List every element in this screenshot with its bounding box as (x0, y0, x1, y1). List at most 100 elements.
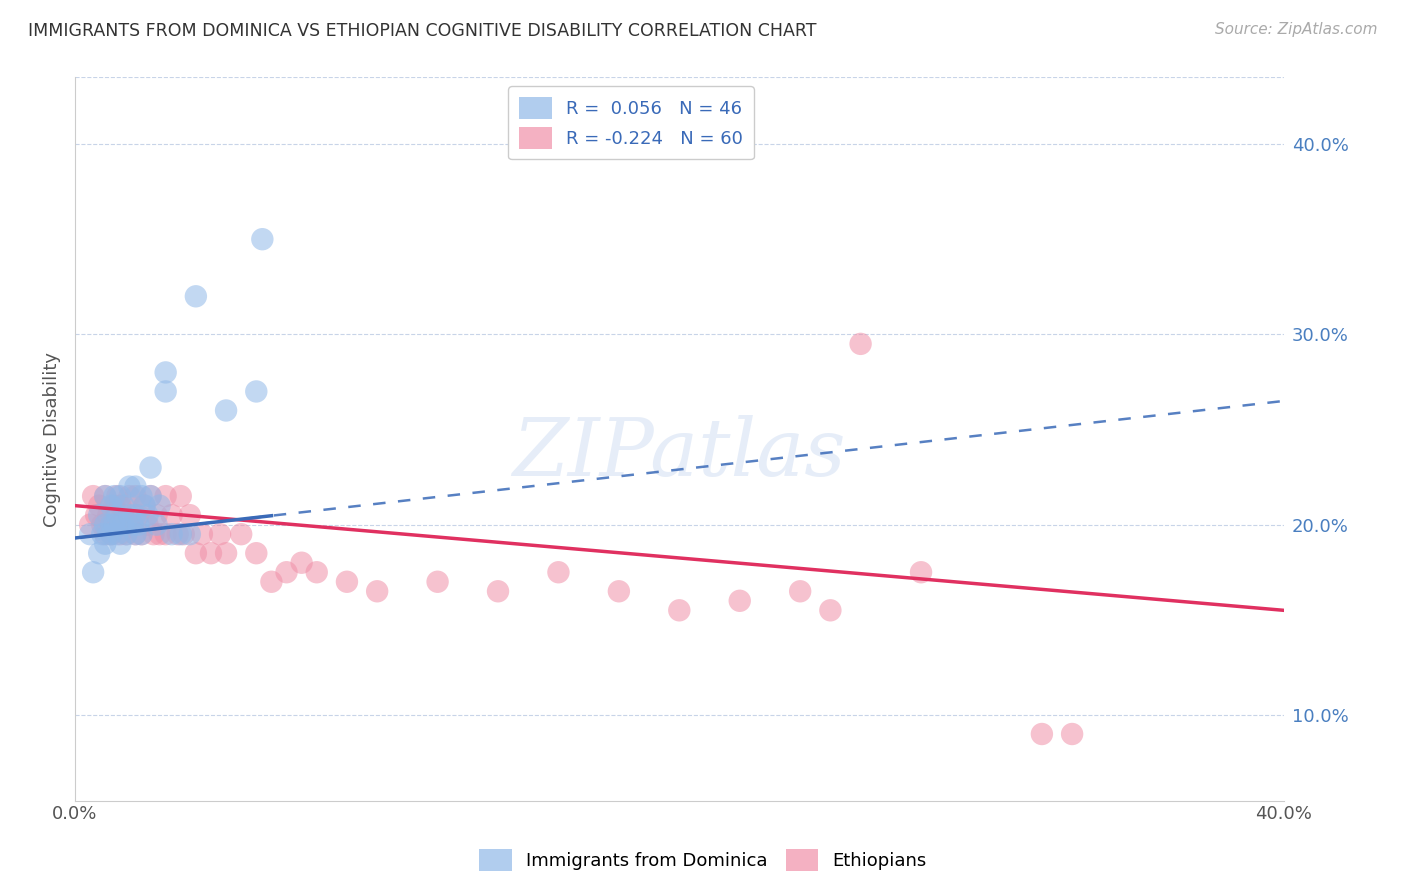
Point (173, 527, 195, 541)
Point (112, 508, 135, 523)
Point (94, 489, 117, 503)
Point (100, 499, 122, 513)
Point (89, 508, 111, 523)
Point (291, 556, 314, 570)
Point (260, 574, 283, 589)
Point (191, 527, 214, 541)
Point (245, 384, 267, 399)
Point (910, 566, 932, 580)
Point (118, 489, 141, 503)
Point (100, 527, 122, 541)
Point (94, 537, 117, 551)
Point (103, 517, 125, 532)
Point (145, 508, 167, 523)
Point (103, 499, 125, 513)
Point (607, 584, 630, 599)
Text: ZIPatlas: ZIPatlas (513, 415, 846, 492)
Point (184, 289, 207, 303)
Point (145, 517, 167, 532)
Point (139, 489, 162, 503)
Point (215, 403, 238, 417)
Point (103, 517, 125, 532)
Point (179, 527, 201, 541)
Point (276, 566, 298, 580)
Point (115, 527, 138, 541)
Point (79, 517, 101, 532)
Point (149, 527, 172, 541)
Point (136, 508, 159, 523)
Point (110, 489, 132, 503)
Point (160, 508, 183, 523)
Point (124, 480, 146, 494)
Point (131, 527, 153, 541)
Point (91, 527, 114, 541)
Point (105, 489, 128, 503)
Point (155, 366, 177, 380)
Point (112, 499, 135, 513)
Point (97, 508, 120, 523)
Point (121, 517, 143, 532)
Point (124, 489, 146, 503)
Point (820, 603, 842, 617)
Point (124, 527, 146, 541)
Point (131, 489, 153, 503)
Point (849, 337, 872, 351)
Point (155, 527, 177, 541)
Point (110, 537, 132, 551)
Point (166, 527, 188, 541)
Point (139, 489, 162, 503)
Point (170, 527, 193, 541)
Point (110, 499, 132, 513)
Point (547, 566, 569, 580)
Point (728, 594, 751, 608)
Point (118, 480, 141, 494)
Text: IMMIGRANTS FROM DOMINICA VS ETHIOPIAN COGNITIVE DISABILITY CORRELATION CHART: IMMIGRANTS FROM DOMINICA VS ETHIOPIAN CO… (28, 22, 817, 40)
Point (94, 517, 117, 532)
Point (200, 546, 222, 560)
Point (155, 384, 177, 399)
Point (127, 508, 149, 523)
Point (305, 566, 328, 580)
Point (426, 574, 449, 589)
Point (110, 517, 132, 532)
Point (115, 527, 138, 541)
Point (366, 584, 388, 599)
Point (84, 508, 107, 523)
Point (82, 566, 104, 580)
Point (252, 232, 274, 246)
Point (486, 584, 509, 599)
Point (79, 527, 101, 541)
Point (136, 517, 159, 532)
Point (91, 517, 114, 532)
Point (139, 460, 162, 475)
Point (105, 527, 128, 541)
Point (89, 546, 111, 560)
Point (121, 517, 143, 532)
Point (89, 499, 111, 513)
Text: Source: ZipAtlas.com: Source: ZipAtlas.com (1215, 22, 1378, 37)
Legend: Immigrants from Dominica, Ethiopians: Immigrants from Dominica, Ethiopians (472, 842, 934, 879)
Y-axis label: Cognitive Disability: Cognitive Disability (44, 351, 60, 526)
Point (103, 489, 125, 503)
Point (127, 517, 149, 532)
Point (100, 527, 122, 541)
Point (160, 527, 183, 541)
Point (94, 527, 117, 541)
Point (179, 508, 201, 523)
Point (209, 527, 232, 541)
Point (134, 499, 156, 513)
Point (1031, 727, 1053, 741)
Point (142, 527, 165, 541)
Point (105, 508, 128, 523)
Point (245, 546, 267, 560)
Point (131, 527, 153, 541)
Point (155, 489, 177, 503)
Point (184, 546, 207, 560)
Point (215, 546, 238, 560)
Point (97, 527, 120, 541)
Point (118, 508, 141, 523)
Point (100, 517, 122, 532)
Point (112, 517, 135, 532)
Point (1062, 727, 1084, 741)
Point (170, 489, 193, 503)
